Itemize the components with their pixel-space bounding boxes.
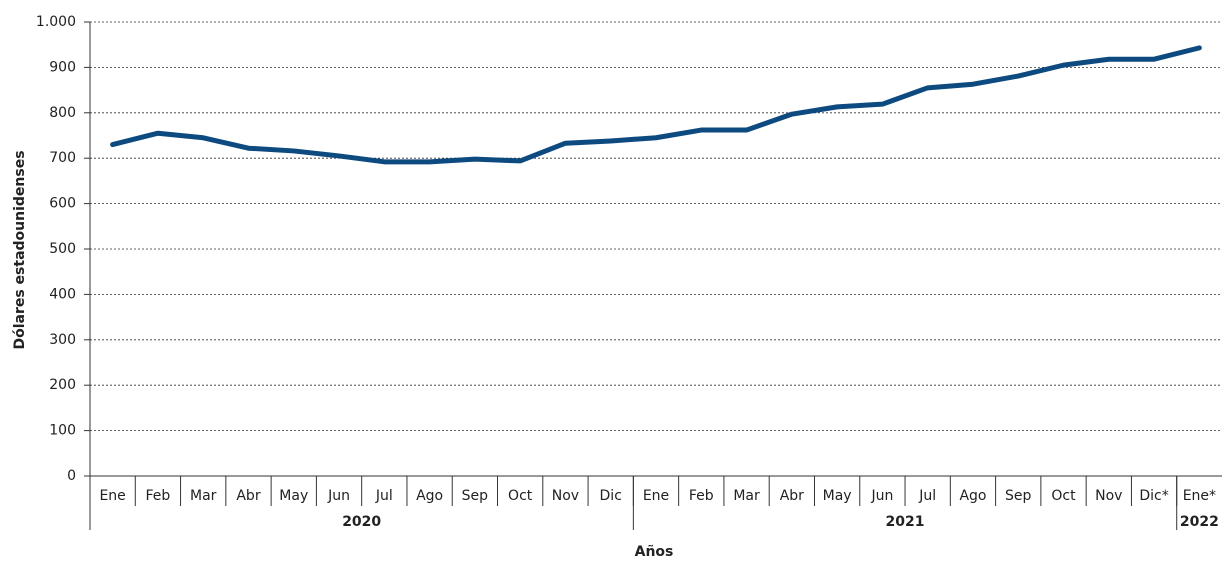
x-tick-label: Nov bbox=[552, 488, 579, 504]
y-tick-label: 500 bbox=[49, 241, 76, 257]
y-tick-label: 100 bbox=[49, 423, 76, 439]
x-tick-label: Nov bbox=[1095, 488, 1122, 504]
x-tick-label: Abr bbox=[236, 488, 260, 504]
data-line bbox=[110, 45, 1202, 165]
year-label: 2021 bbox=[886, 514, 925, 530]
y-axis-label: Dólares estadounidenses bbox=[12, 150, 28, 349]
x-tick-label: Oct bbox=[1051, 488, 1076, 504]
x-tick-label: Dic* bbox=[1139, 488, 1168, 504]
x-tick-label: May bbox=[823, 488, 852, 504]
x-tick-label: Mar bbox=[190, 488, 217, 504]
x-tick-label: Oct bbox=[508, 488, 533, 504]
y-tick-label: 300 bbox=[49, 332, 76, 348]
x-tick-label: Feb bbox=[689, 488, 714, 504]
x-tick-label: Abr bbox=[780, 488, 804, 504]
y-tick-label: 900 bbox=[49, 59, 76, 75]
x-axis-label: Años bbox=[635, 544, 674, 560]
y-tick-label: 200 bbox=[49, 377, 76, 393]
x-tick-label: Sep bbox=[1005, 488, 1032, 504]
x-tick-label: Ene bbox=[643, 488, 669, 504]
x-tick-label: Sep bbox=[462, 488, 489, 504]
x-tick-label: Jun bbox=[327, 488, 350, 504]
x-tick-label: May bbox=[279, 488, 308, 504]
y-tick-label: 600 bbox=[49, 196, 76, 212]
x-tick-label: Jul bbox=[375, 488, 393, 504]
x-tick-label: Ene* bbox=[1183, 488, 1216, 504]
y-tick-label: 1.000 bbox=[36, 14, 76, 30]
year-label: 2020 bbox=[342, 514, 381, 530]
y-tick-label: 400 bbox=[49, 286, 76, 302]
x-tick-label: Jul bbox=[918, 488, 936, 504]
y-tick-label: 700 bbox=[49, 150, 76, 166]
x-tick-label: Ago bbox=[416, 488, 443, 504]
x-tick-label: Jun bbox=[870, 488, 893, 504]
x-tick-label: Ago bbox=[959, 488, 986, 504]
y-tick-label: 0 bbox=[67, 468, 76, 484]
year-label: 2022 bbox=[1180, 514, 1219, 530]
y-tick-label: 800 bbox=[49, 105, 76, 121]
x-tick-label: Feb bbox=[146, 488, 171, 504]
x-tick-label: Mar bbox=[733, 488, 760, 504]
x-tick-label: Dic bbox=[600, 488, 622, 504]
x-tick-label: Ene bbox=[99, 488, 125, 504]
